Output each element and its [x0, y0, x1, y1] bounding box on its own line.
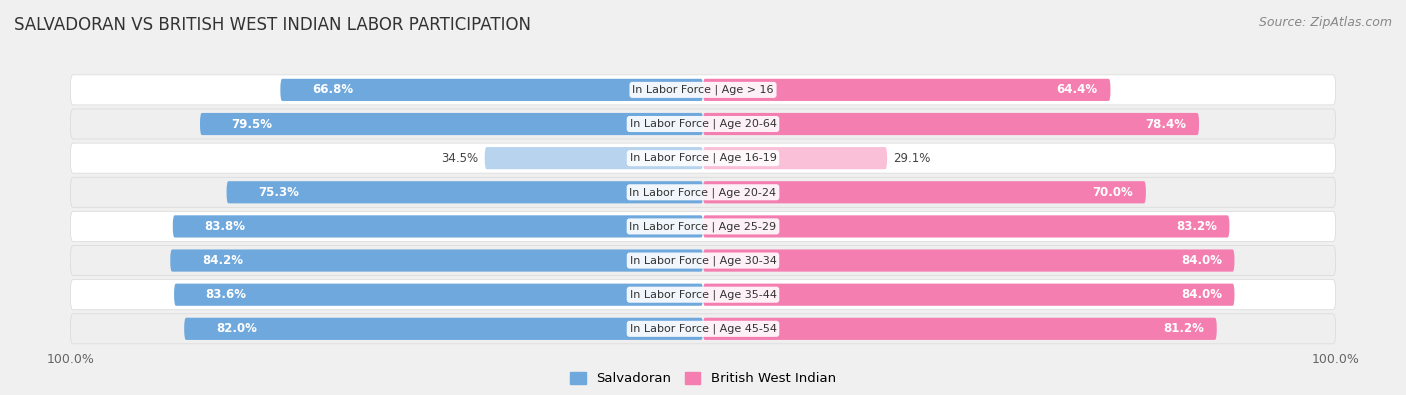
FancyBboxPatch shape: [70, 143, 1336, 173]
Text: In Labor Force | Age 35-44: In Labor Force | Age 35-44: [630, 290, 776, 300]
Text: 83.2%: 83.2%: [1175, 220, 1216, 233]
Legend: Salvadoran, British West Indian: Salvadoran, British West Indian: [565, 367, 841, 391]
FancyBboxPatch shape: [173, 215, 703, 237]
FancyBboxPatch shape: [703, 113, 1199, 135]
Text: In Labor Force | Age 25-29: In Labor Force | Age 25-29: [630, 221, 776, 232]
FancyBboxPatch shape: [280, 79, 703, 101]
FancyBboxPatch shape: [70, 75, 1336, 105]
FancyBboxPatch shape: [703, 318, 1216, 340]
FancyBboxPatch shape: [703, 250, 1234, 272]
FancyBboxPatch shape: [70, 246, 1336, 276]
Text: SALVADORAN VS BRITISH WEST INDIAN LABOR PARTICIPATION: SALVADORAN VS BRITISH WEST INDIAN LABOR …: [14, 16, 531, 34]
Text: 81.2%: 81.2%: [1163, 322, 1204, 335]
FancyBboxPatch shape: [703, 215, 1229, 237]
Text: 84.2%: 84.2%: [202, 254, 243, 267]
FancyBboxPatch shape: [485, 147, 703, 169]
FancyBboxPatch shape: [174, 284, 703, 306]
Text: 34.5%: 34.5%: [441, 152, 478, 165]
FancyBboxPatch shape: [226, 181, 703, 203]
FancyBboxPatch shape: [70, 109, 1336, 139]
FancyBboxPatch shape: [70, 211, 1336, 241]
Text: In Labor Force | Age 16-19: In Labor Force | Age 16-19: [630, 153, 776, 164]
Text: 84.0%: 84.0%: [1181, 288, 1222, 301]
Text: In Labor Force | Age 20-24: In Labor Force | Age 20-24: [630, 187, 776, 198]
FancyBboxPatch shape: [184, 318, 703, 340]
Text: 82.0%: 82.0%: [215, 322, 257, 335]
FancyBboxPatch shape: [200, 113, 703, 135]
Text: 29.1%: 29.1%: [893, 152, 931, 165]
Text: In Labor Force | Age > 16: In Labor Force | Age > 16: [633, 85, 773, 95]
FancyBboxPatch shape: [170, 250, 703, 272]
FancyBboxPatch shape: [703, 147, 887, 169]
Text: 64.4%: 64.4%: [1057, 83, 1098, 96]
FancyBboxPatch shape: [703, 79, 1111, 101]
Text: In Labor Force | Age 30-34: In Labor Force | Age 30-34: [630, 255, 776, 266]
Text: Source: ZipAtlas.com: Source: ZipAtlas.com: [1258, 16, 1392, 29]
Text: 78.4%: 78.4%: [1146, 117, 1187, 130]
Text: In Labor Force | Age 45-54: In Labor Force | Age 45-54: [630, 324, 776, 334]
Text: 84.0%: 84.0%: [1181, 254, 1222, 267]
FancyBboxPatch shape: [703, 284, 1234, 306]
Text: In Labor Force | Age 20-64: In Labor Force | Age 20-64: [630, 119, 776, 129]
FancyBboxPatch shape: [70, 177, 1336, 207]
FancyBboxPatch shape: [70, 314, 1336, 344]
Text: 70.0%: 70.0%: [1092, 186, 1133, 199]
Text: 83.8%: 83.8%: [204, 220, 246, 233]
Text: 79.5%: 79.5%: [232, 117, 273, 130]
Text: 83.6%: 83.6%: [205, 288, 246, 301]
Text: 66.8%: 66.8%: [312, 83, 353, 96]
FancyBboxPatch shape: [70, 280, 1336, 310]
FancyBboxPatch shape: [703, 181, 1146, 203]
Text: 75.3%: 75.3%: [259, 186, 299, 199]
